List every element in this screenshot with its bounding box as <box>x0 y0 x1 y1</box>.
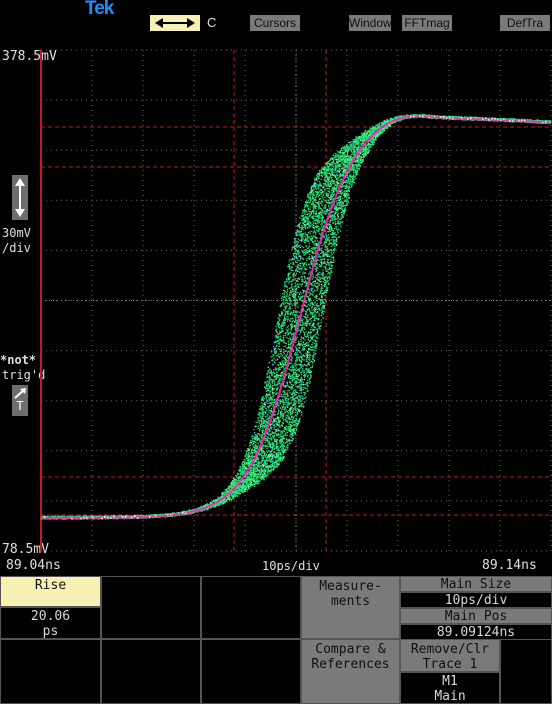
main-pos-label: Main Pos <box>444 609 508 624</box>
volts-per-div-value: 30mV <box>2 226 31 240</box>
fftmag-button[interactable]: FFTmag <box>402 15 452 31</box>
empty-slot-2 <box>101 576 201 639</box>
cursors-button[interactable]: Cursors <box>250 15 300 31</box>
trace-source-cell[interactable]: M1 Main <box>400 672 500 704</box>
empty-slot-6 <box>101 639 201 704</box>
trace-source-main: Main <box>434 689 466 704</box>
trigger-arrow-icon <box>14 388 26 399</box>
brand-logo: Tek <box>85 0 114 19</box>
left-time-label: 89.04ns <box>6 558 61 573</box>
window-button[interactable]: Window <box>349 15 392 31</box>
per-div-label: /div <box>2 241 31 255</box>
time-scale-label: 10ps/div <box>262 559 320 573</box>
trace-source-m1: M1 <box>442 674 458 689</box>
graticule-grid <box>40 49 552 552</box>
remove-clear-trace-button[interactable]: Remove/Clr Trace 1 <box>400 639 500 672</box>
empty-slot-3 <box>201 576 301 639</box>
trace-highlight <box>44 115 547 520</box>
channel-label: C <box>207 15 217 30</box>
bottom-menu: Rise 20.06 ps Measure- ments Main Size 1… <box>0 576 552 704</box>
top-voltage-label: 378.5mV <box>2 49 57 64</box>
trace-core-line <box>41 115 550 520</box>
main-pos-value-cell[interactable]: 89.09124ns <box>400 624 552 640</box>
bottom-voltage-label: 78.5mV <box>2 542 49 557</box>
compare-references-button[interactable]: Compare & References <box>301 639 400 704</box>
measurements-label: Measure- ments <box>319 579 382 609</box>
empty-slot-9 <box>500 639 552 704</box>
vertical-scale-button[interactable] <box>12 175 28 220</box>
deftra-button[interactable]: DefTra <box>500 15 550 31</box>
empty-slot-7 <box>201 639 301 704</box>
main-size-label-cell[interactable]: Main Size <box>400 576 552 592</box>
rise-unit: ps <box>42 624 59 639</box>
horizontal-position-button[interactable] <box>150 15 200 31</box>
main-size-label: Main Size <box>440 577 512 592</box>
trigger-level-button[interactable]: T <box>12 385 28 416</box>
empty-slot-5 <box>0 639 101 704</box>
trig-label: trig'd <box>2 368 46 382</box>
main-size-value-cell[interactable]: 10ps/div <box>400 592 552 608</box>
trig-marker: T <box>16 399 24 413</box>
trigger-status: *not* <box>0 353 37 367</box>
vertical-arrow-icon <box>15 178 25 217</box>
signal-trace <box>40 113 552 520</box>
main-pos-value: 89.09124ns <box>436 625 516 640</box>
double-arrow-icon <box>155 18 195 28</box>
rise-measurement-value: 20.06 ps <box>0 607 101 639</box>
right-time-label: 89.14ns <box>482 558 537 573</box>
rise-measurement-title[interactable]: Rise <box>0 576 101 607</box>
main-pos-label-cell[interactable]: Main Pos <box>400 608 552 624</box>
rise-value: 20.06 <box>30 609 71 624</box>
remove-clear-trace-label: Remove/Clr Trace 1 <box>410 642 490 672</box>
main-size-value: 10ps/div <box>444 593 508 608</box>
compare-references-label: Compare & References <box>311 642 390 672</box>
rise-label: Rise <box>34 578 67 593</box>
measurements-button[interactable]: Measure- ments <box>301 576 400 639</box>
